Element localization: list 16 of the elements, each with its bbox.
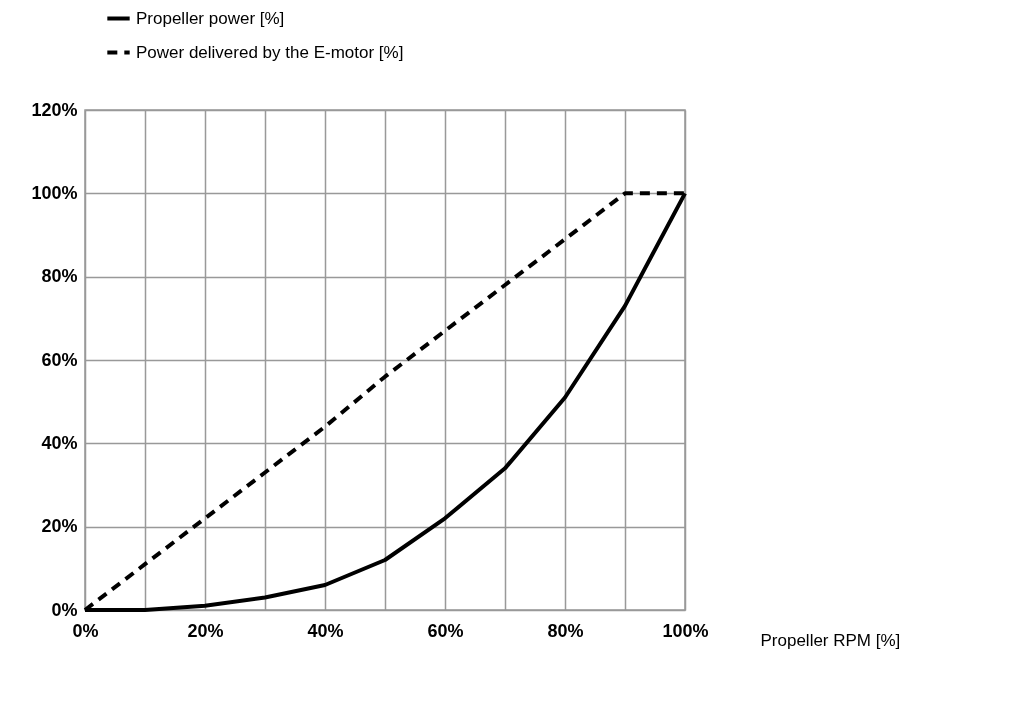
x-tick-label: 100% bbox=[662, 620, 709, 641]
x-tick-label: 40% bbox=[307, 620, 344, 641]
y-tick-label: 80% bbox=[41, 266, 78, 287]
x-tick-label: 60% bbox=[427, 620, 464, 641]
x-tick-label: 80% bbox=[547, 620, 584, 641]
y-tick-label: 0% bbox=[51, 599, 78, 620]
legend-label: Power delivered by the E-motor [%] bbox=[136, 42, 404, 62]
x-tick-label: 0% bbox=[72, 620, 99, 641]
y-tick-label: 60% bbox=[41, 349, 78, 370]
x-axis-title: Propeller RPM [%] bbox=[760, 630, 901, 650]
y-tick-label: 100% bbox=[31, 182, 78, 203]
y-tick-label: 20% bbox=[41, 516, 78, 537]
legend-label: Propeller power [%] bbox=[136, 8, 285, 28]
x-tick-label: 20% bbox=[187, 620, 224, 641]
y-tick-label: 40% bbox=[41, 432, 78, 453]
y-tick-label: 120% bbox=[31, 99, 78, 120]
